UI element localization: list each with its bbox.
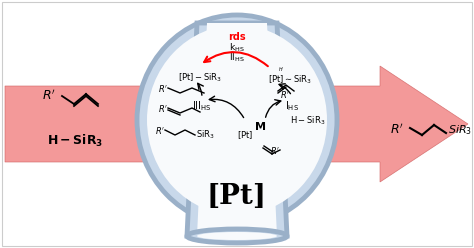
Text: $\rm k_{HS}$: $\rm k_{HS}$ <box>229 42 245 54</box>
Polygon shape <box>187 23 287 236</box>
Text: $R'$: $R'$ <box>42 89 56 103</box>
Text: $R'$: $R'$ <box>155 124 165 135</box>
Text: $R'$: $R'$ <box>158 102 168 114</box>
Ellipse shape <box>137 15 337 225</box>
Text: $R'$: $R'$ <box>158 83 168 93</box>
Text: $\rm[Pt]-SiR_3$: $\rm[Pt]-SiR_3$ <box>178 72 222 84</box>
Text: $\rm H-SiR_3$: $\rm H-SiR_3$ <box>290 115 326 127</box>
Polygon shape <box>5 66 468 182</box>
Text: $\rm SiR_3$: $\rm SiR_3$ <box>196 129 215 141</box>
Text: rds: rds <box>228 32 246 42</box>
Text: $\rm[Pt]{\sim}SiR_3$: $\rm[Pt]{\sim}SiR_3$ <box>268 74 312 86</box>
Ellipse shape <box>187 229 287 243</box>
Ellipse shape <box>147 25 327 215</box>
Text: $\rm II_{HS}$: $\rm II_{HS}$ <box>229 52 245 64</box>
Text: $\rm[Pt]$: $\rm[Pt]$ <box>237 129 253 141</box>
Text: $R'$: $R'$ <box>280 90 290 100</box>
FancyBboxPatch shape <box>2 2 472 246</box>
Text: $R'$: $R'$ <box>390 123 404 137</box>
Text: $_{H}$: $_{H}$ <box>278 66 283 74</box>
Text: $R'$: $R'$ <box>270 145 280 155</box>
Text: $SiR_3$: $SiR_3$ <box>448 123 472 137</box>
Text: [Pt]: [Pt] <box>207 183 267 210</box>
Polygon shape <box>197 23 277 236</box>
Ellipse shape <box>197 232 277 240</box>
Text: $\rm I_{HS}$: $\rm I_{HS}$ <box>285 99 299 113</box>
Text: $\rm III_{HS}$: $\rm III_{HS}$ <box>192 99 212 113</box>
Text: $\mathbf{H-SiR_3}$: $\mathbf{H-SiR_3}$ <box>47 133 103 149</box>
Text: $\mathbf{M}$: $\mathbf{M}$ <box>254 120 266 132</box>
